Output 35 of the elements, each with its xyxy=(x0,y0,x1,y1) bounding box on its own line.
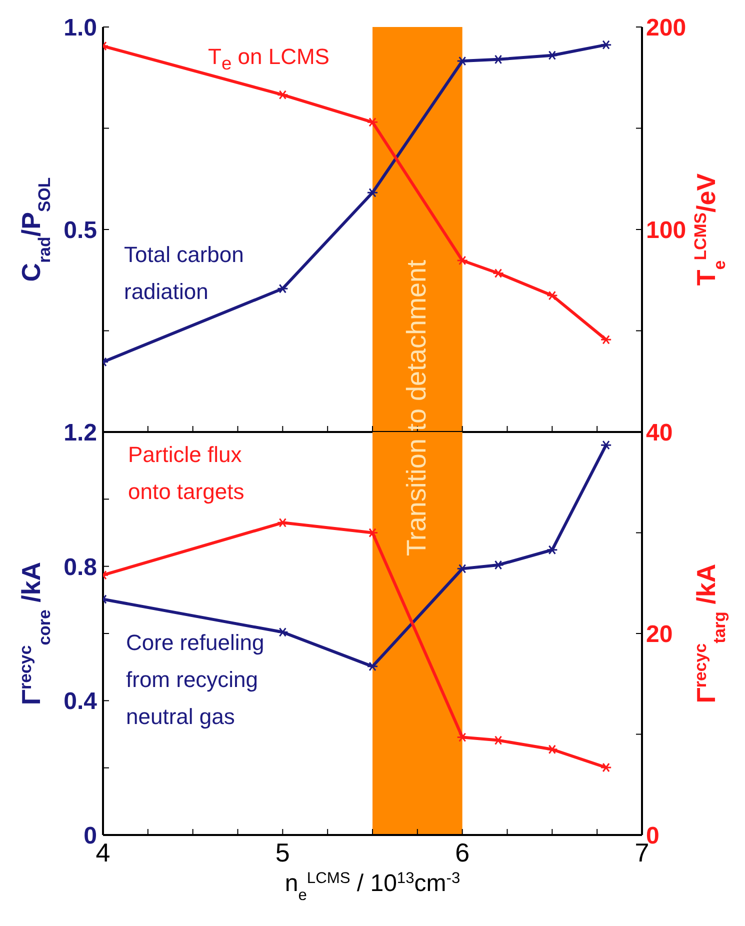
series-label: Core refueling from recycing neutral gas xyxy=(126,629,264,731)
y2-tick-label: 200 xyxy=(646,14,686,42)
point xyxy=(456,256,468,266)
y-tick-label: 0.4 xyxy=(64,688,98,716)
x-tick-label: 6 xyxy=(455,837,470,868)
y2-tick-label: 40 xyxy=(646,420,673,447)
band-label: Transition to detachment xyxy=(402,260,433,556)
point xyxy=(366,188,378,198)
point xyxy=(492,268,504,278)
point xyxy=(546,744,558,754)
point xyxy=(546,545,558,555)
y-tick-label: 0.5 xyxy=(64,217,97,244)
x-tick-label: 5 xyxy=(275,837,290,868)
point xyxy=(276,627,288,637)
point xyxy=(600,334,612,344)
series-label: T$_{e}$ on LCMS xyxy=(208,43,330,76)
y-tick-label: 0.8 xyxy=(64,554,97,581)
y-tick-label: 0 xyxy=(84,822,97,850)
point xyxy=(366,117,378,127)
y2-tick-label: 20 xyxy=(646,621,673,648)
point xyxy=(600,762,612,772)
x-tick-label: 4 xyxy=(96,837,110,868)
point xyxy=(276,284,288,294)
point xyxy=(276,90,288,100)
y-tick-label: 1.2 xyxy=(64,420,97,447)
point xyxy=(600,40,612,50)
point xyxy=(546,290,558,300)
point xyxy=(600,440,612,450)
y-tick-label: 1.0 xyxy=(64,14,97,42)
series-label: Particle flux onto targets xyxy=(128,441,244,506)
point xyxy=(366,662,378,672)
point xyxy=(276,518,288,528)
x-axis-title: n$_{e}$$^{LCMS}$ / 10$^{13}$cm$^{-3}$ xyxy=(284,870,460,904)
series-label: Total carbon radiation xyxy=(124,241,244,306)
y2-tick-label: 100 xyxy=(646,217,686,244)
